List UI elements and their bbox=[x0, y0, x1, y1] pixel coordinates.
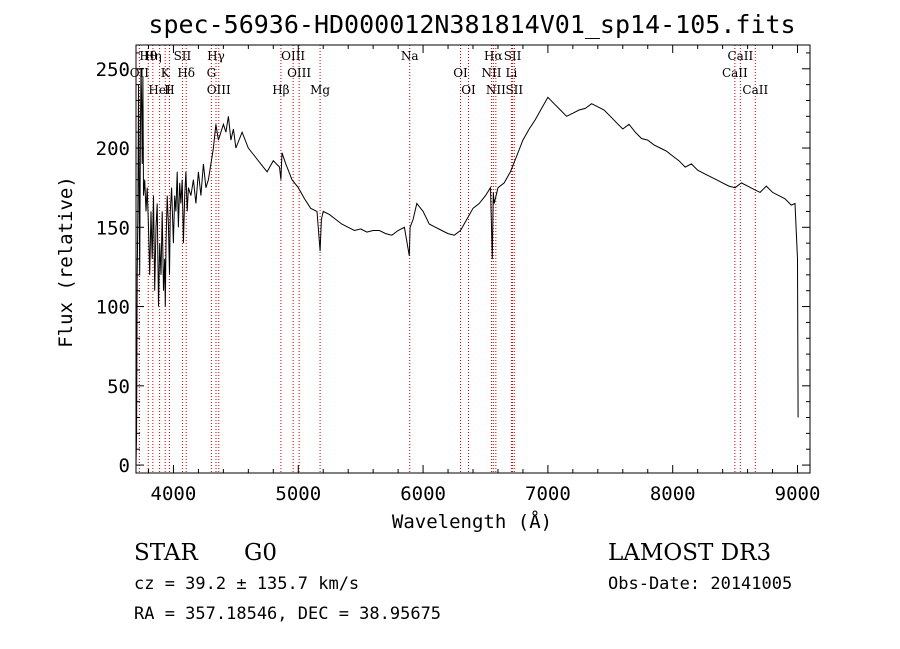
y-tick-label: 250 bbox=[96, 59, 130, 81]
x-tick-label: 9000 bbox=[775, 483, 821, 505]
y-tick-label: 200 bbox=[96, 138, 130, 160]
y-tick-label: 50 bbox=[107, 376, 130, 398]
spectral-line-label: HeI bbox=[148, 83, 171, 97]
object-subclass: G0 bbox=[244, 540, 277, 566]
spectral-line-label: NII bbox=[486, 83, 506, 97]
spectrum-line bbox=[135, 68, 799, 466]
y-tick-label: 150 bbox=[96, 217, 130, 239]
y-axis-label: Flux (relative) bbox=[55, 176, 77, 348]
spectral-line-label: CaII bbox=[727, 49, 753, 63]
spectral-line-label: OIII bbox=[281, 49, 305, 63]
coordinates-text: RA = 357.18546, DEC = 38.95675 bbox=[134, 604, 441, 624]
y-tick-label: 0 bbox=[119, 455, 130, 477]
spectral-line-label: K bbox=[161, 66, 171, 80]
spectral-line-label: Hα bbox=[484, 49, 503, 63]
spectral-line-label: OI bbox=[461, 83, 476, 97]
spectral-line-label: Hθ bbox=[139, 49, 157, 63]
spectral-line-label: Hη bbox=[144, 49, 162, 63]
object-class: STAR bbox=[134, 540, 198, 566]
spectral-line-label: OIII bbox=[287, 66, 311, 80]
y-tick-label: 100 bbox=[96, 297, 130, 319]
x-axis-label: Wavelength (Å) bbox=[392, 510, 552, 533]
spectral-line-label: SII bbox=[504, 49, 522, 63]
x-tick-label: 5000 bbox=[275, 483, 321, 505]
spectral-line-labels-group: Hθ OII HeI Hη KH SII Hδ OIII Hγ G Hβ OIII OIII Mg Na OI… bbox=[130, 49, 769, 97]
survey-name: LAMOST DR3 bbox=[608, 540, 771, 566]
spectral-line-label: Hβ bbox=[272, 83, 289, 97]
x-tick-label: 4000 bbox=[151, 483, 197, 505]
spectral-line-label: OIII bbox=[207, 83, 231, 97]
spectral-line-label: Li bbox=[506, 66, 518, 80]
spectral-line-label: G bbox=[207, 66, 217, 80]
spectral-line-label: Na bbox=[401, 49, 419, 63]
spectral-line-label: OII bbox=[130, 66, 150, 80]
spectral-line-label: H bbox=[164, 83, 174, 97]
spectral-line-label: Mg bbox=[310, 83, 330, 97]
spectral-line-label: NII bbox=[481, 66, 501, 80]
y-axis-ticks: 0 50 100 150 200 250 bbox=[96, 52, 810, 477]
x-axis-ticks: 4000 5000 6000 7000 8000 9000 bbox=[147, 45, 821, 505]
spectral-line-label: CaII bbox=[722, 66, 748, 80]
obs-date-text: Obs-Date: 20141005 bbox=[608, 574, 792, 594]
spectral-line-label: SII bbox=[174, 49, 192, 63]
x-tick-label: 8000 bbox=[650, 483, 696, 505]
spectral-line-label: CaII bbox=[742, 83, 768, 97]
x-tick-label: 7000 bbox=[525, 483, 571, 505]
x-tick-label: 6000 bbox=[400, 483, 446, 505]
chart-title: spec-56936-HD000012N381814V01_sp14-105.f… bbox=[148, 10, 795, 39]
plot-frame bbox=[135, 44, 811, 474]
spectral-line-label: SII bbox=[505, 83, 523, 97]
redshift-text: cz = 39.2 ± 135.7 km/s bbox=[134, 574, 359, 594]
spectral-line-label: Hγ bbox=[207, 49, 225, 63]
spectral-lines-group bbox=[138, 45, 756, 473]
spectral-line-label: OI bbox=[453, 66, 468, 80]
spectral-line-label: Hδ bbox=[177, 66, 195, 80]
